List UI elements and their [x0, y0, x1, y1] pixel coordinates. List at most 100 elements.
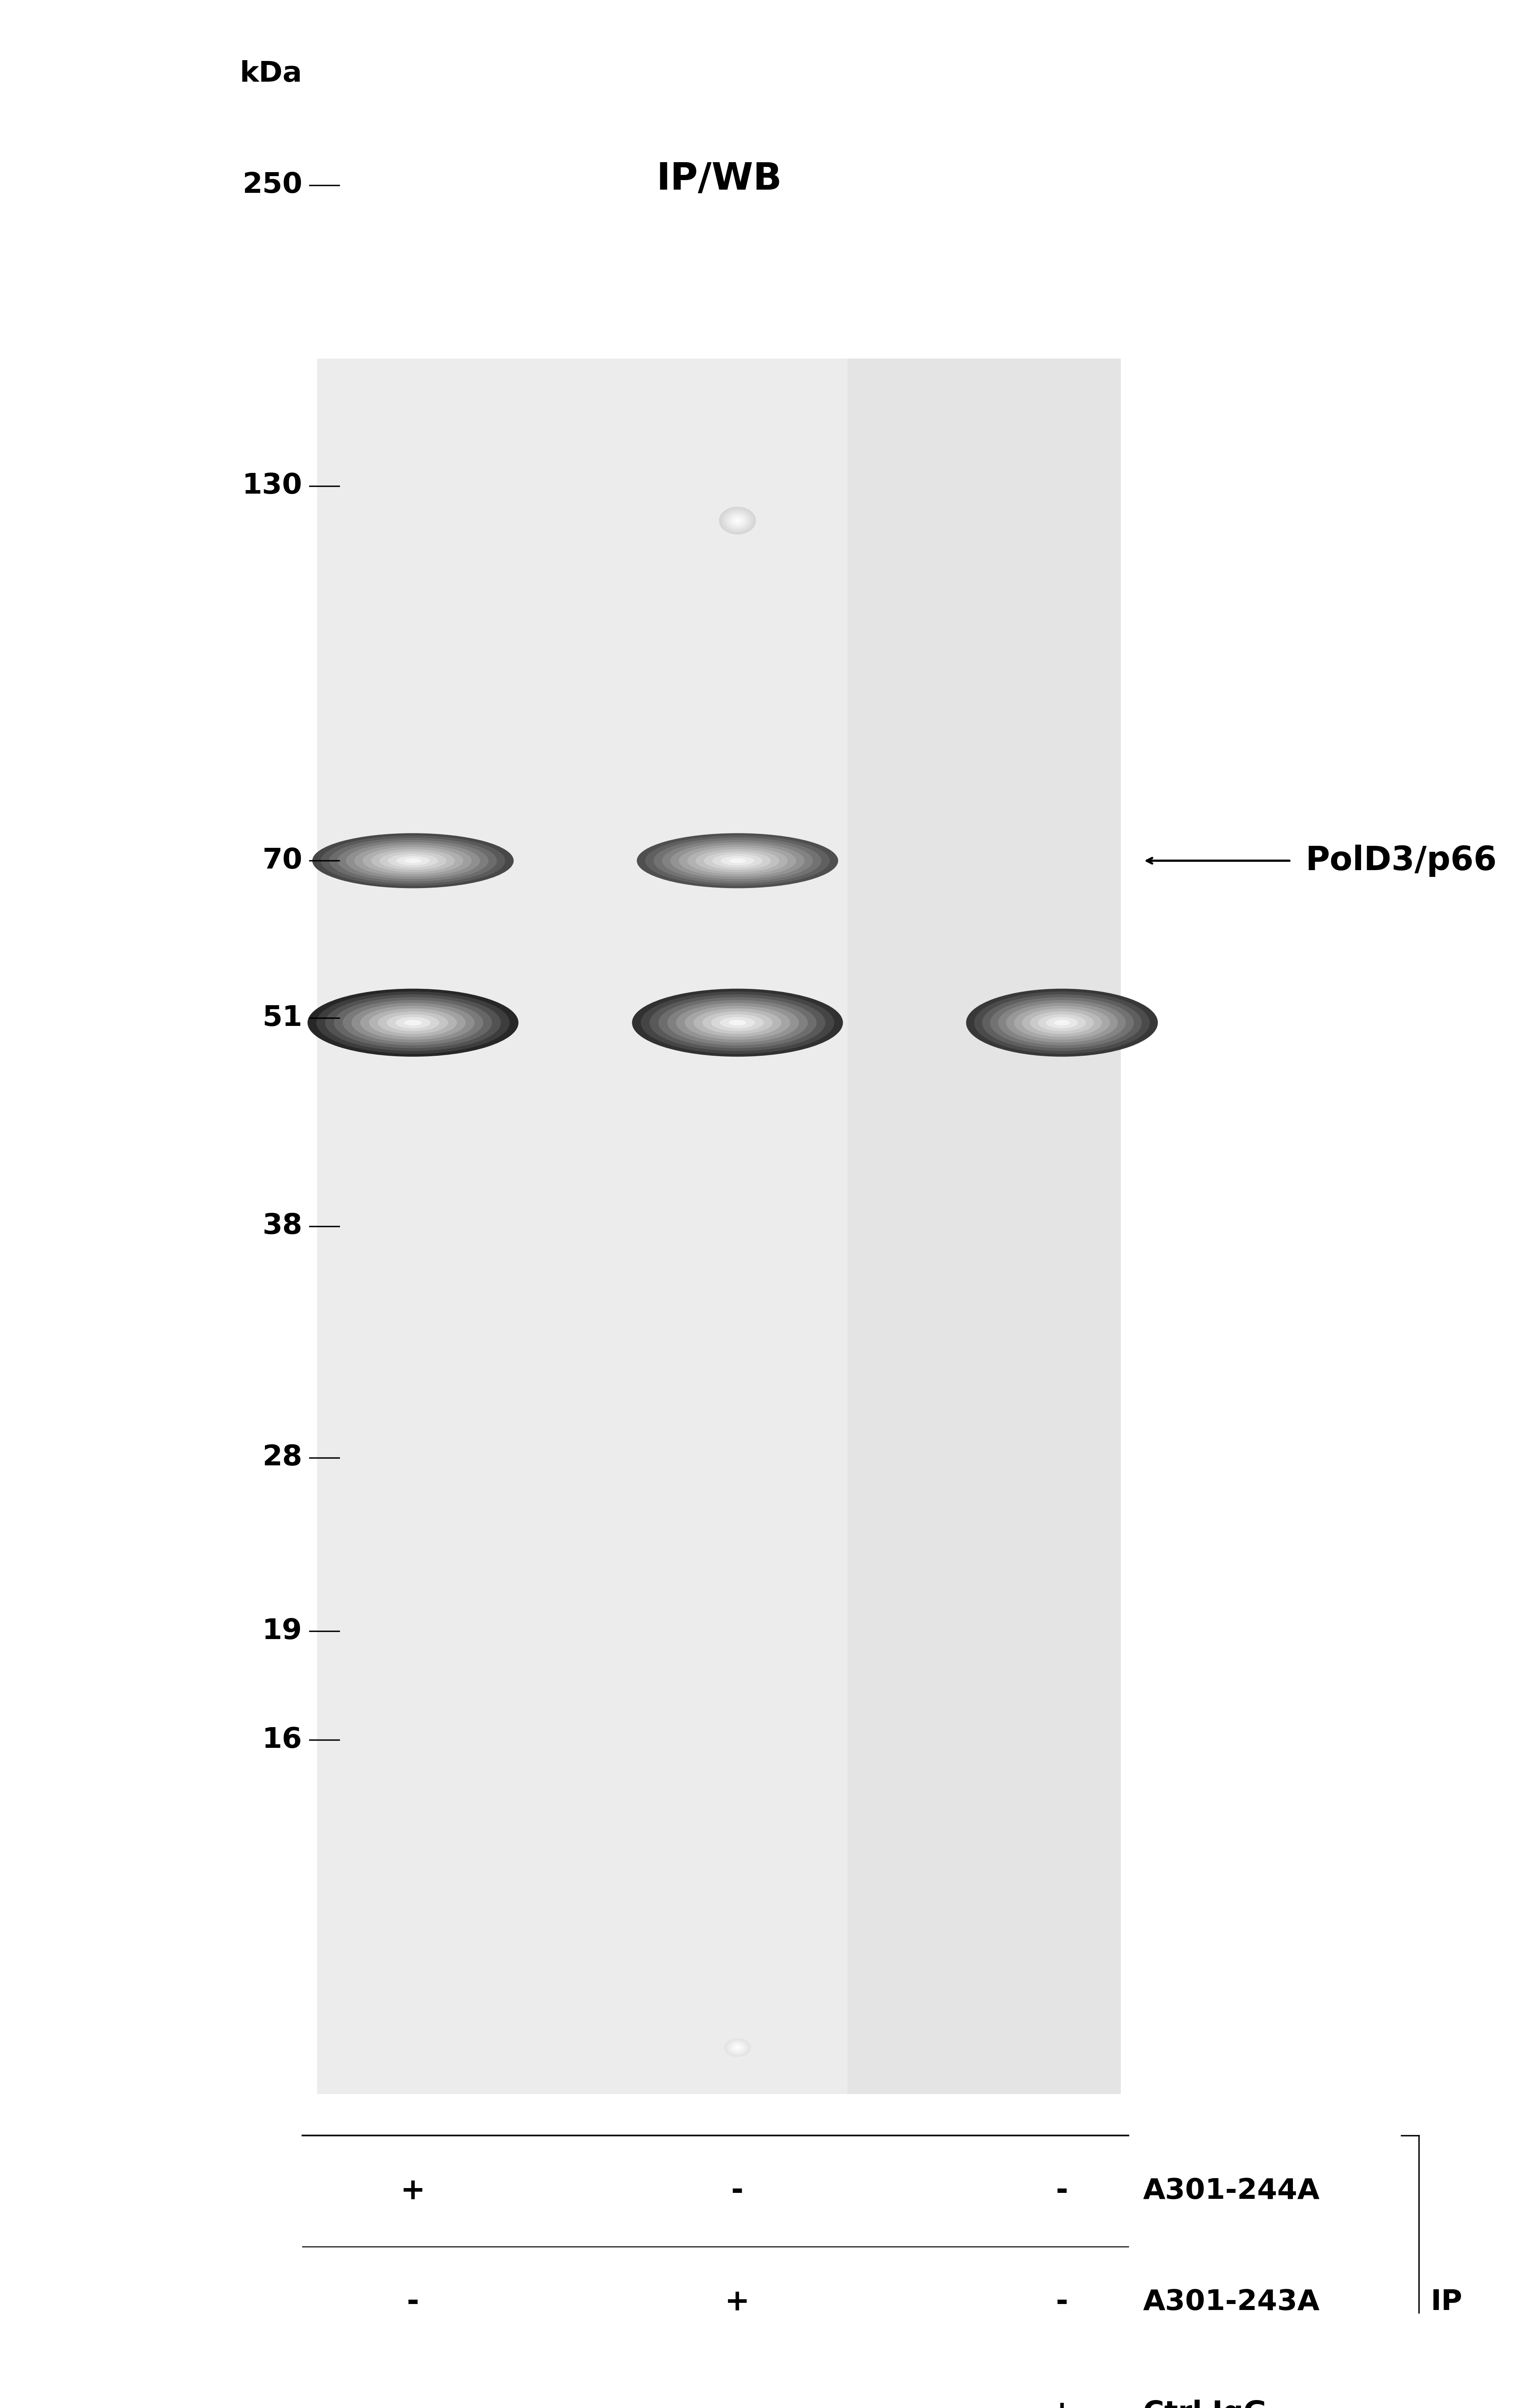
Ellipse shape: [650, 995, 825, 1050]
Text: 28: 28: [262, 1445, 303, 1471]
Ellipse shape: [734, 2044, 741, 2049]
Ellipse shape: [404, 857, 421, 862]
Ellipse shape: [731, 2042, 744, 2052]
Ellipse shape: [685, 1007, 789, 1040]
Text: -: -: [407, 2288, 419, 2316]
Ellipse shape: [338, 840, 488, 881]
Text: -: -: [731, 2398, 744, 2408]
Text: 19: 19: [262, 1618, 303, 1645]
Text: 51: 51: [262, 1004, 303, 1031]
Text: -: -: [731, 2177, 744, 2206]
Ellipse shape: [317, 992, 509, 1055]
Ellipse shape: [636, 833, 838, 889]
Ellipse shape: [687, 848, 788, 874]
Ellipse shape: [728, 1021, 747, 1026]
Ellipse shape: [646, 836, 829, 886]
Ellipse shape: [312, 833, 514, 889]
Ellipse shape: [355, 845, 471, 877]
Ellipse shape: [670, 843, 805, 879]
Ellipse shape: [728, 513, 747, 527]
Ellipse shape: [733, 2044, 742, 2052]
Ellipse shape: [731, 515, 744, 525]
Ellipse shape: [728, 2042, 747, 2054]
Ellipse shape: [321, 836, 505, 886]
Ellipse shape: [658, 997, 817, 1047]
Ellipse shape: [334, 997, 493, 1047]
Text: +: +: [1050, 2398, 1074, 2408]
Ellipse shape: [387, 855, 438, 867]
Ellipse shape: [641, 992, 834, 1055]
Text: 16: 16: [262, 1727, 303, 1753]
Ellipse shape: [731, 2044, 744, 2052]
Text: 70: 70: [262, 848, 303, 874]
Ellipse shape: [713, 855, 762, 867]
Ellipse shape: [727, 513, 748, 530]
Ellipse shape: [728, 2040, 748, 2054]
Ellipse shape: [722, 508, 753, 532]
Ellipse shape: [696, 850, 779, 872]
Ellipse shape: [730, 857, 745, 862]
Text: kDa: kDa: [240, 60, 303, 87]
Ellipse shape: [378, 1011, 448, 1033]
Text: A301-244A: A301-244A: [1143, 2177, 1320, 2206]
Ellipse shape: [1014, 1007, 1109, 1040]
Bar: [317, 359, 1121, 2095]
Ellipse shape: [724, 2040, 751, 2056]
Ellipse shape: [975, 992, 1151, 1055]
Text: 250: 250: [242, 171, 303, 200]
Ellipse shape: [653, 838, 822, 884]
Text: IP: IP: [1431, 2288, 1463, 2316]
Ellipse shape: [721, 1016, 756, 1028]
Ellipse shape: [721, 857, 754, 864]
Ellipse shape: [346, 843, 480, 879]
Text: A301-243A: A301-243A: [1143, 2288, 1320, 2316]
Ellipse shape: [724, 510, 751, 532]
Text: -: -: [1056, 2177, 1068, 2206]
Ellipse shape: [711, 1014, 763, 1031]
Ellipse shape: [733, 518, 742, 525]
Bar: [848, 359, 1121, 2095]
Ellipse shape: [329, 838, 497, 884]
Ellipse shape: [343, 999, 483, 1045]
Ellipse shape: [730, 2042, 745, 2054]
Ellipse shape: [679, 845, 796, 877]
Text: PolD3/p66: PolD3/p66: [1305, 845, 1496, 877]
Text: -: -: [1056, 2288, 1068, 2316]
Text: +: +: [401, 2177, 425, 2206]
Ellipse shape: [702, 1011, 773, 1033]
Text: IP/WB: IP/WB: [656, 161, 782, 197]
Ellipse shape: [1047, 1016, 1079, 1028]
Text: 130: 130: [242, 472, 303, 498]
Ellipse shape: [1030, 1011, 1094, 1033]
Ellipse shape: [369, 1009, 457, 1038]
Ellipse shape: [982, 995, 1141, 1050]
Text: -: -: [407, 2398, 419, 2408]
Ellipse shape: [379, 852, 447, 869]
Ellipse shape: [352, 1002, 474, 1043]
Text: Ctrl IgG: Ctrl IgG: [1143, 2398, 1267, 2408]
Ellipse shape: [395, 1016, 430, 1028]
Ellipse shape: [1054, 1021, 1069, 1026]
Ellipse shape: [730, 515, 745, 527]
Ellipse shape: [998, 999, 1126, 1045]
Text: +: +: [725, 2288, 750, 2316]
Ellipse shape: [725, 2040, 750, 2056]
Ellipse shape: [719, 506, 756, 535]
Ellipse shape: [704, 852, 771, 869]
Ellipse shape: [676, 1002, 799, 1043]
Ellipse shape: [721, 508, 754, 532]
Ellipse shape: [404, 1021, 422, 1026]
Ellipse shape: [1022, 1009, 1102, 1038]
Ellipse shape: [387, 1014, 439, 1031]
Ellipse shape: [667, 999, 808, 1045]
Ellipse shape: [1007, 1002, 1118, 1043]
Ellipse shape: [360, 1007, 465, 1040]
Ellipse shape: [736, 2047, 739, 2049]
Ellipse shape: [725, 510, 750, 530]
Ellipse shape: [324, 995, 500, 1050]
Ellipse shape: [662, 840, 812, 881]
Ellipse shape: [990, 997, 1134, 1047]
Ellipse shape: [727, 2040, 748, 2056]
Ellipse shape: [965, 990, 1158, 1057]
Text: 38: 38: [262, 1214, 303, 1240]
